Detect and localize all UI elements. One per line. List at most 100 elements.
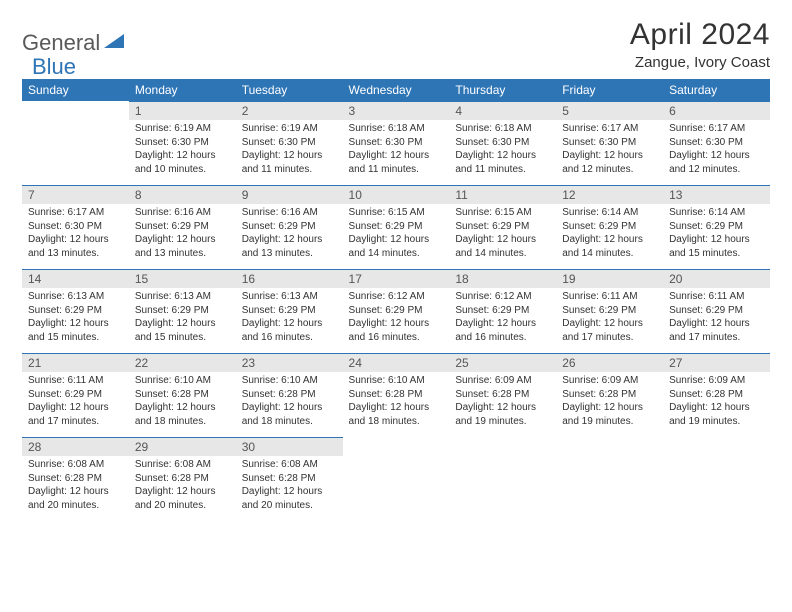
day-number: 25 xyxy=(449,353,556,372)
calendar-day-cell: 12Sunrise: 6:14 AMSunset: 6:29 PMDayligh… xyxy=(556,185,663,269)
calendar-day-cell: 29Sunrise: 6:08 AMSunset: 6:28 PMDayligh… xyxy=(129,437,236,521)
brand-text-general: General xyxy=(22,30,100,56)
calendar-day-cell: 30Sunrise: 6:08 AMSunset: 6:28 PMDayligh… xyxy=(236,437,343,521)
day-details: Sunrise: 6:15 AMSunset: 6:29 PMDaylight:… xyxy=(449,204,556,264)
calendar-day-cell: 18Sunrise: 6:12 AMSunset: 6:29 PMDayligh… xyxy=(449,269,556,353)
calendar-day-cell: 8Sunrise: 6:16 AMSunset: 6:29 PMDaylight… xyxy=(129,185,236,269)
day-details: Sunrise: 6:10 AMSunset: 6:28 PMDaylight:… xyxy=(129,372,236,432)
calendar-body: 1Sunrise: 6:19 AMSunset: 6:30 PMDaylight… xyxy=(22,101,770,521)
calendar-day-cell xyxy=(663,437,770,521)
day-number: 21 xyxy=(22,353,129,372)
location-label: Zangue, Ivory Coast xyxy=(630,54,770,71)
header: General April 2024 Zangue, Ivory Coast xyxy=(22,18,770,71)
day-number: 23 xyxy=(236,353,343,372)
calendar-day-cell xyxy=(449,437,556,521)
weekday-header: Saturday xyxy=(663,79,770,101)
day-number: 3 xyxy=(343,101,450,120)
day-number: 4 xyxy=(449,101,556,120)
day-details: Sunrise: 6:08 AMSunset: 6:28 PMDaylight:… xyxy=(236,456,343,516)
day-number: 11 xyxy=(449,185,556,204)
weekday-header: Tuesday xyxy=(236,79,343,101)
day-number: 15 xyxy=(129,269,236,288)
calendar-week-row: 1Sunrise: 6:19 AMSunset: 6:30 PMDaylight… xyxy=(22,101,770,185)
calendar-day-cell: 21Sunrise: 6:11 AMSunset: 6:29 PMDayligh… xyxy=(22,353,129,437)
calendar-day-cell: 6Sunrise: 6:17 AMSunset: 6:30 PMDaylight… xyxy=(663,101,770,185)
calendar-day-cell: 17Sunrise: 6:12 AMSunset: 6:29 PMDayligh… xyxy=(343,269,450,353)
calendar-day-cell: 15Sunrise: 6:13 AMSunset: 6:29 PMDayligh… xyxy=(129,269,236,353)
calendar-day-cell: 2Sunrise: 6:19 AMSunset: 6:30 PMDaylight… xyxy=(236,101,343,185)
day-details: Sunrise: 6:12 AMSunset: 6:29 PMDaylight:… xyxy=(343,288,450,348)
day-number: 8 xyxy=(129,185,236,204)
calendar-day-cell: 19Sunrise: 6:11 AMSunset: 6:29 PMDayligh… xyxy=(556,269,663,353)
day-details: Sunrise: 6:19 AMSunset: 6:30 PMDaylight:… xyxy=(129,120,236,180)
calendar-day-cell: 9Sunrise: 6:16 AMSunset: 6:29 PMDaylight… xyxy=(236,185,343,269)
day-details: Sunrise: 6:11 AMSunset: 6:29 PMDaylight:… xyxy=(22,372,129,432)
day-number: 20 xyxy=(663,269,770,288)
day-details: Sunrise: 6:11 AMSunset: 6:29 PMDaylight:… xyxy=(556,288,663,348)
day-number: 29 xyxy=(129,437,236,456)
calendar-day-cell: 11Sunrise: 6:15 AMSunset: 6:29 PMDayligh… xyxy=(449,185,556,269)
calendar-week-row: 14Sunrise: 6:13 AMSunset: 6:29 PMDayligh… xyxy=(22,269,770,353)
day-number: 27 xyxy=(663,353,770,372)
day-number: 7 xyxy=(22,185,129,204)
day-details: Sunrise: 6:13 AMSunset: 6:29 PMDaylight:… xyxy=(22,288,129,348)
day-details: Sunrise: 6:17 AMSunset: 6:30 PMDaylight:… xyxy=(22,204,129,264)
calendar-day-cell: 7Sunrise: 6:17 AMSunset: 6:30 PMDaylight… xyxy=(22,185,129,269)
calendar-day-cell: 14Sunrise: 6:13 AMSunset: 6:29 PMDayligh… xyxy=(22,269,129,353)
calendar-week-row: 28Sunrise: 6:08 AMSunset: 6:28 PMDayligh… xyxy=(22,437,770,521)
calendar-day-cell: 1Sunrise: 6:19 AMSunset: 6:30 PMDaylight… xyxy=(129,101,236,185)
title-block: April 2024 Zangue, Ivory Coast xyxy=(630,18,770,71)
day-number: 13 xyxy=(663,185,770,204)
calendar-day-cell: 20Sunrise: 6:11 AMSunset: 6:29 PMDayligh… xyxy=(663,269,770,353)
calendar-day-cell: 27Sunrise: 6:09 AMSunset: 6:28 PMDayligh… xyxy=(663,353,770,437)
day-number: 26 xyxy=(556,353,663,372)
calendar-day-cell: 23Sunrise: 6:10 AMSunset: 6:28 PMDayligh… xyxy=(236,353,343,437)
day-details: Sunrise: 6:15 AMSunset: 6:29 PMDaylight:… xyxy=(343,204,450,264)
calendar-day-cell: 24Sunrise: 6:10 AMSunset: 6:28 PMDayligh… xyxy=(343,353,450,437)
calendar-table: SundayMondayTuesdayWednesdayThursdayFrid… xyxy=(22,79,770,521)
calendar-day-cell: 26Sunrise: 6:09 AMSunset: 6:28 PMDayligh… xyxy=(556,353,663,437)
day-number: 30 xyxy=(236,437,343,456)
day-details: Sunrise: 6:17 AMSunset: 6:30 PMDaylight:… xyxy=(663,120,770,180)
day-number: 2 xyxy=(236,101,343,120)
day-number: 6 xyxy=(663,101,770,120)
day-number: 1 xyxy=(129,101,236,120)
day-details: Sunrise: 6:10 AMSunset: 6:28 PMDaylight:… xyxy=(343,372,450,432)
day-number: 14 xyxy=(22,269,129,288)
day-details: Sunrise: 6:10 AMSunset: 6:28 PMDaylight:… xyxy=(236,372,343,432)
weekday-header-row: SundayMondayTuesdayWednesdayThursdayFrid… xyxy=(22,79,770,101)
day-number: 9 xyxy=(236,185,343,204)
day-details: Sunrise: 6:19 AMSunset: 6:30 PMDaylight:… xyxy=(236,120,343,180)
day-details: Sunrise: 6:13 AMSunset: 6:29 PMDaylight:… xyxy=(129,288,236,348)
day-number: 28 xyxy=(22,437,129,456)
day-details: Sunrise: 6:08 AMSunset: 6:28 PMDaylight:… xyxy=(22,456,129,516)
calendar-day-cell: 28Sunrise: 6:08 AMSunset: 6:28 PMDayligh… xyxy=(22,437,129,521)
day-details: Sunrise: 6:17 AMSunset: 6:30 PMDaylight:… xyxy=(556,120,663,180)
day-details: Sunrise: 6:14 AMSunset: 6:29 PMDaylight:… xyxy=(663,204,770,264)
calendar-day-cell: 4Sunrise: 6:18 AMSunset: 6:30 PMDaylight… xyxy=(449,101,556,185)
calendar-day-cell xyxy=(343,437,450,521)
calendar-day-cell: 13Sunrise: 6:14 AMSunset: 6:29 PMDayligh… xyxy=(663,185,770,269)
weekday-header: Sunday xyxy=(22,79,129,101)
day-details: Sunrise: 6:09 AMSunset: 6:28 PMDaylight:… xyxy=(449,372,556,432)
weekday-header: Monday xyxy=(129,79,236,101)
brand-logo: General xyxy=(22,18,126,56)
day-details: Sunrise: 6:18 AMSunset: 6:30 PMDaylight:… xyxy=(449,120,556,180)
day-number: 16 xyxy=(236,269,343,288)
calendar-week-row: 21Sunrise: 6:11 AMSunset: 6:29 PMDayligh… xyxy=(22,353,770,437)
day-details: Sunrise: 6:08 AMSunset: 6:28 PMDaylight:… xyxy=(129,456,236,516)
calendar-day-cell: 16Sunrise: 6:13 AMSunset: 6:29 PMDayligh… xyxy=(236,269,343,353)
calendar-day-cell xyxy=(22,101,129,185)
calendar-day-cell: 3Sunrise: 6:18 AMSunset: 6:30 PMDaylight… xyxy=(343,101,450,185)
day-details: Sunrise: 6:09 AMSunset: 6:28 PMDaylight:… xyxy=(556,372,663,432)
weekday-header: Friday xyxy=(556,79,663,101)
weekday-header: Wednesday xyxy=(343,79,450,101)
day-details: Sunrise: 6:11 AMSunset: 6:29 PMDaylight:… xyxy=(663,288,770,348)
day-details: Sunrise: 6:14 AMSunset: 6:29 PMDaylight:… xyxy=(556,204,663,264)
calendar-week-row: 7Sunrise: 6:17 AMSunset: 6:30 PMDaylight… xyxy=(22,185,770,269)
brand-text-blue: Blue xyxy=(32,54,76,80)
calendar-day-cell: 22Sunrise: 6:10 AMSunset: 6:28 PMDayligh… xyxy=(129,353,236,437)
day-details: Sunrise: 6:12 AMSunset: 6:29 PMDaylight:… xyxy=(449,288,556,348)
day-number: 24 xyxy=(343,353,450,372)
day-number: 19 xyxy=(556,269,663,288)
